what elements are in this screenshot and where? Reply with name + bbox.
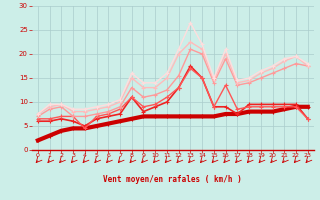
X-axis label: Vent moyen/en rafales ( km/h ): Vent moyen/en rafales ( km/h ) (103, 175, 242, 184)
